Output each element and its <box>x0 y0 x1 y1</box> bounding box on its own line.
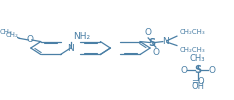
Text: CH₂CH₃: CH₂CH₃ <box>179 29 205 35</box>
Text: O: O <box>26 36 33 44</box>
Text: NH₂: NH₂ <box>73 32 90 41</box>
Text: O: O <box>145 28 152 37</box>
Text: N: N <box>162 37 168 46</box>
Text: CH₂: CH₂ <box>5 32 18 38</box>
Text: O: O <box>152 48 159 57</box>
Text: S: S <box>194 65 201 75</box>
Text: CH₃: CH₃ <box>190 54 205 63</box>
Text: O: O <box>208 66 215 75</box>
Text: N: N <box>67 44 74 52</box>
Text: O: O <box>180 66 187 75</box>
Text: S: S <box>149 38 156 48</box>
Text: CH₃: CH₃ <box>0 29 13 35</box>
Text: OH: OH <box>191 82 204 91</box>
Text: =O: =O <box>191 77 205 86</box>
Text: CH₂CH₃: CH₂CH₃ <box>179 46 205 52</box>
